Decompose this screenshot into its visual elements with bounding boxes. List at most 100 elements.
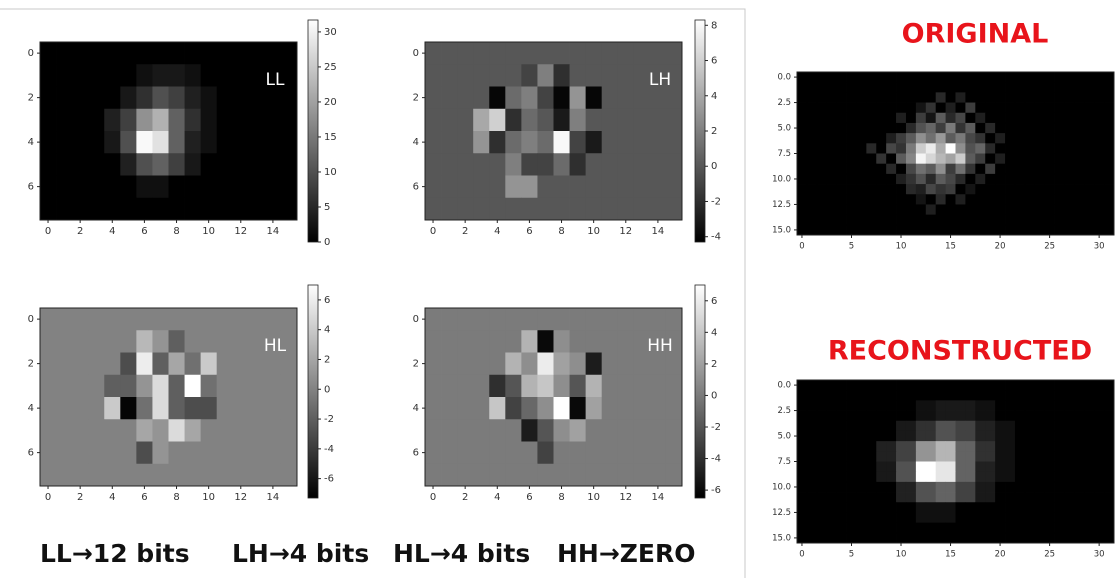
- cell: [866, 441, 876, 452]
- cell: [1045, 184, 1055, 195]
- cell: [965, 123, 975, 134]
- cell: [856, 462, 866, 473]
- cell: [634, 442, 650, 465]
- cell: [956, 164, 966, 175]
- cell: [554, 42, 570, 65]
- cell: [1035, 143, 1045, 154]
- cell: [1035, 390, 1045, 401]
- cell: [985, 72, 995, 83]
- cell: [666, 42, 682, 65]
- cell: [856, 143, 866, 154]
- cell: [72, 198, 88, 221]
- cell: [856, 133, 866, 144]
- x-tick-label: 10: [202, 492, 215, 503]
- cell: [975, 164, 985, 175]
- cell: [602, 419, 618, 442]
- cell: [1015, 533, 1025, 544]
- cell: [827, 380, 837, 391]
- cell: [1074, 421, 1084, 432]
- cell: [1045, 441, 1055, 452]
- cell: [936, 512, 946, 523]
- cell: [866, 512, 876, 523]
- cell: [666, 419, 682, 442]
- cell: [537, 198, 553, 221]
- cell: [1005, 225, 1015, 236]
- cell: [1104, 72, 1114, 83]
- cell: [856, 194, 866, 205]
- cell: [1045, 390, 1055, 401]
- cell: [104, 353, 120, 376]
- cell: [618, 42, 634, 65]
- cell: [906, 502, 916, 513]
- cell: [866, 113, 876, 124]
- cell: [876, 421, 886, 432]
- cell: [1104, 421, 1114, 432]
- cell: [817, 154, 827, 165]
- cell: [1074, 462, 1084, 473]
- cell: [152, 42, 168, 65]
- cell: [797, 194, 807, 205]
- cell: [886, 451, 896, 462]
- cell: [817, 523, 827, 534]
- cell: [936, 113, 946, 124]
- cell: [602, 87, 618, 110]
- cell: [586, 64, 602, 87]
- cell: [666, 397, 682, 420]
- cell: [1094, 502, 1104, 513]
- cell: [956, 533, 966, 544]
- cell: [906, 123, 916, 134]
- cell: [807, 225, 817, 236]
- cell: [965, 502, 975, 513]
- cell: [906, 492, 916, 503]
- cell: [521, 397, 537, 420]
- cell: [876, 164, 886, 175]
- cell: [441, 64, 457, 87]
- cell: [1074, 103, 1084, 114]
- cell: [169, 42, 185, 65]
- cell: [1045, 502, 1055, 513]
- cell: [975, 113, 985, 124]
- cell: [965, 194, 975, 205]
- cell: [856, 533, 866, 544]
- cell: [827, 431, 837, 442]
- cell: [916, 82, 926, 93]
- cell: [856, 72, 866, 83]
- cell: [473, 442, 489, 465]
- cell: [946, 482, 956, 493]
- cell: [817, 400, 827, 411]
- cell: [618, 464, 634, 487]
- cell: [837, 523, 847, 534]
- cell: [886, 113, 896, 124]
- cell: [1035, 92, 1045, 103]
- cell: [441, 176, 457, 199]
- cell: [1094, 492, 1104, 503]
- cell: [916, 482, 926, 493]
- cell: [817, 451, 827, 462]
- cell: [906, 143, 916, 154]
- colorbar-tick-label: 2: [324, 354, 330, 365]
- cell: [1015, 174, 1025, 185]
- cell: [1045, 492, 1055, 503]
- cell: [505, 464, 521, 487]
- cell: [1025, 533, 1035, 544]
- cell: [1084, 431, 1094, 442]
- cell: [866, 184, 876, 195]
- cell: [797, 482, 807, 493]
- cell: [634, 198, 650, 221]
- cell: [866, 482, 876, 493]
- cell: [169, 375, 185, 398]
- cell: [666, 375, 682, 398]
- cell: [1074, 174, 1084, 185]
- cell: [896, 194, 906, 205]
- cell: [489, 198, 505, 221]
- cell: [1084, 411, 1094, 422]
- cell: [965, 441, 975, 452]
- cell: [265, 308, 281, 331]
- cell: [249, 330, 265, 353]
- cell: [441, 419, 457, 442]
- cell: [956, 154, 966, 165]
- cell: [975, 462, 985, 473]
- cell: [1084, 472, 1094, 483]
- cell: [866, 390, 876, 401]
- cell: [1025, 390, 1035, 401]
